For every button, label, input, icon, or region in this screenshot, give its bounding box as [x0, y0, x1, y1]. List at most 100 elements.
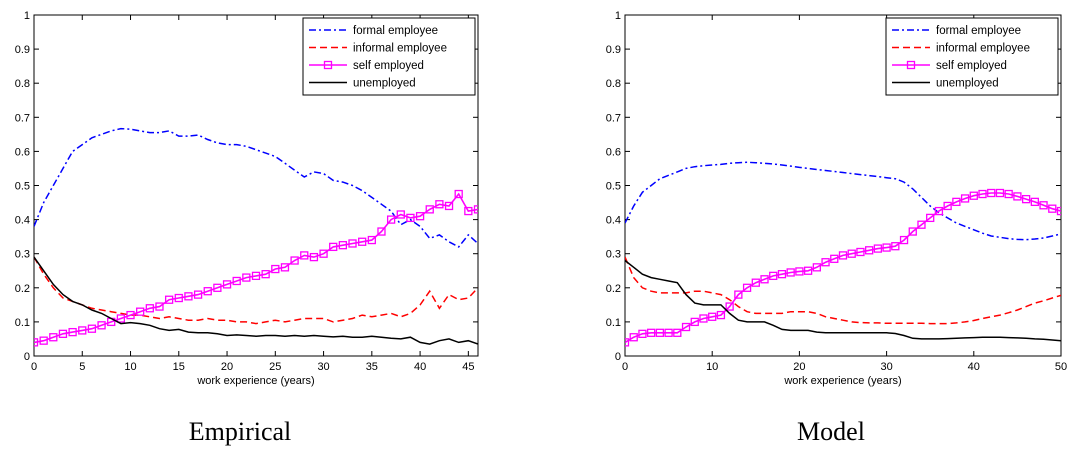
data-point — [1013, 192, 1022, 201]
legend-label: self employed — [353, 60, 424, 72]
series-line — [34, 256, 478, 345]
x-tick-label: 35 — [366, 361, 378, 373]
y-tick-label: 0.5 — [15, 181, 30, 193]
data-point — [1021, 194, 1031, 204]
data-point — [647, 328, 656, 337]
series-informal-employee — [625, 256, 1061, 325]
data-point — [943, 201, 952, 211]
data-point — [769, 271, 778, 281]
legend-label: formal employee — [353, 25, 438, 37]
data-point — [406, 213, 415, 223]
data-point — [39, 336, 48, 345]
data-point — [690, 317, 699, 327]
data-point — [664, 328, 673, 337]
y-tick-label: 0.1 — [606, 317, 621, 329]
data-point — [367, 235, 376, 245]
y-tick-label: 0.2 — [606, 283, 621, 295]
data-point — [882, 243, 891, 252]
data-point — [425, 205, 434, 214]
x-tick-label: 20 — [221, 361, 233, 373]
data-point — [960, 194, 970, 203]
chart-caption: Empirical — [189, 417, 292, 446]
data-point — [145, 304, 154, 313]
data-point — [155, 302, 164, 311]
data-point — [1039, 201, 1048, 210]
data-point — [1056, 206, 1061, 216]
x-axis-label: work experience (years) — [196, 375, 314, 387]
series-self-employed — [34, 189, 478, 347]
y-tick-label: 0.9 — [15, 44, 30, 56]
data-point — [78, 326, 87, 335]
data-point — [891, 242, 900, 251]
series-informal-employee — [34, 256, 478, 325]
data-point — [87, 324, 97, 333]
legend-marker — [906, 60, 916, 70]
data-point — [655, 328, 665, 337]
legend-marker — [323, 60, 333, 70]
data-point — [917, 220, 926, 229]
y-tick-label: 0.9 — [606, 44, 621, 56]
data-point — [290, 256, 299, 265]
legend-label: informal employee — [936, 43, 1030, 55]
data-point — [203, 287, 212, 296]
x-tick-label: 0 — [31, 361, 37, 373]
series-self-employed — [625, 188, 1061, 347]
legend-label: formal employee — [936, 25, 1021, 37]
data-point — [934, 206, 944, 216]
data-point — [742, 283, 752, 292]
data-point — [803, 266, 813, 275]
data-point — [164, 295, 174, 304]
data-point — [1030, 197, 1039, 207]
data-point — [58, 329, 68, 338]
legend-label: unemployed — [353, 78, 416, 90]
series-unemployed — [34, 256, 478, 345]
series-formal-employee — [625, 161, 1061, 241]
data-point — [777, 270, 787, 279]
chart-empirical: 00.10.20.30.40.50.60.70.80.910 5 10 15 20 25 3… — [15, 10, 479, 446]
data-point — [734, 290, 743, 299]
data-point — [174, 293, 183, 303]
y-tick-label: 0 — [615, 351, 621, 363]
y-tick-label: 0.3 — [606, 249, 621, 261]
data-point — [454, 189, 463, 199]
y-tick-label: 1 — [615, 10, 621, 22]
y-tick-label: 0.8 — [606, 78, 621, 90]
x-tick-label: 25 — [269, 361, 281, 373]
data-point — [856, 247, 865, 257]
x-tick-label: 50 — [1055, 361, 1067, 373]
data-point — [34, 338, 39, 347]
data-point — [193, 290, 203, 299]
data-point — [242, 273, 251, 282]
legend-label: self employed — [936, 60, 1007, 72]
data-point — [329, 242, 338, 252]
data-point — [830, 254, 839, 263]
series-line — [625, 256, 1061, 325]
data-point — [377, 227, 386, 236]
series-line — [34, 256, 478, 325]
series-line — [625, 161, 1061, 241]
x-tick-label: 0 — [622, 361, 628, 373]
y-tick-label: 0.6 — [606, 146, 621, 158]
data-point — [716, 310, 726, 320]
x-tick-label: 10 — [124, 361, 136, 373]
data-point — [251, 271, 261, 281]
x-tick-label: 15 — [173, 361, 185, 373]
data-point — [319, 249, 328, 258]
x-tick-label: 45 — [462, 361, 474, 373]
data-point — [261, 270, 270, 279]
y-tick-label: 0.5 — [606, 181, 621, 193]
y-tick-label: 0.4 — [606, 215, 621, 227]
y-tick-label: 0.2 — [15, 283, 30, 295]
data-point — [49, 333, 58, 342]
data-point — [1004, 189, 1013, 199]
data-point — [873, 244, 883, 253]
data-point — [271, 264, 280, 274]
data-point — [786, 268, 795, 277]
data-point — [386, 215, 396, 224]
chart-caption: Model — [797, 417, 865, 446]
y-tick-label: 0.7 — [606, 112, 621, 124]
data-point — [629, 333, 638, 342]
data-point — [415, 212, 425, 221]
x-tick-label: 30 — [317, 361, 329, 373]
